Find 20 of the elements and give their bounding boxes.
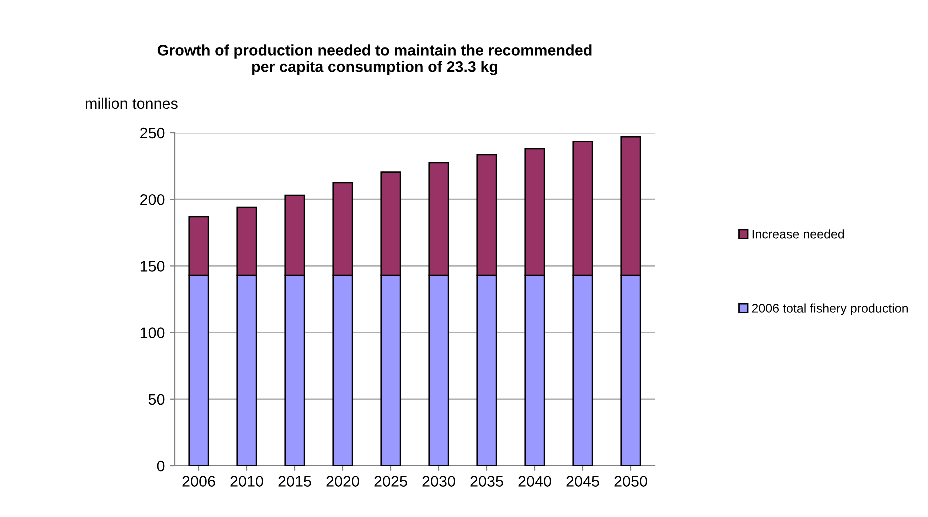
x-tick-label: 2010 [230,476,264,487]
y-tick-label: 50 [148,394,165,406]
y-tick-label: 100 [140,328,165,338]
x-tick-label: 2015 [278,476,312,487]
legend-label: 2006 total fishery production [752,304,908,316]
x-tick-label: 2025 [374,476,408,487]
x-tick-label: 2040 [518,476,552,487]
y-axis-title: million tonnes [86,98,178,110]
y-tick-label: 200 [140,194,165,206]
legend-label: Increase needed [752,230,844,239]
x-tick-label: 2006 [182,476,216,487]
x-tick-label: 2035 [470,476,504,487]
x-tick-label: 2030 [422,476,456,487]
y-tick-label: 150 [140,261,165,272]
x-tick-label: 2050 [614,476,648,487]
chart-title: Growth of production needed to maintain the recommended per capita consumption of 23.3 kg [158,44,592,76]
x-tick-label: 2045 [566,476,600,487]
y-tick-label: 0 [157,460,165,472]
y-tick-label: 250 [140,128,165,139]
x-tick-label: 2020 [326,476,360,487]
